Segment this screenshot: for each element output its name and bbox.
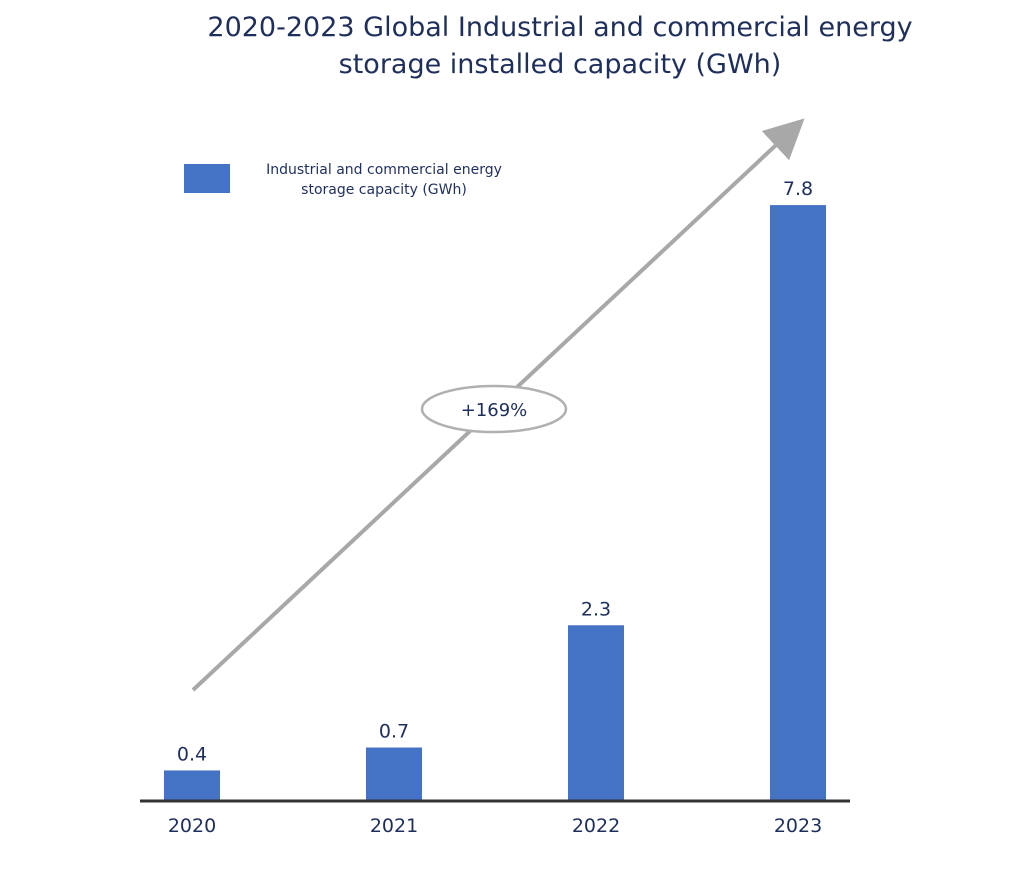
data-label-2020: 0.4	[177, 743, 207, 765]
bar-group	[164, 205, 826, 801]
legend-label-line-1: Industrial and commercial energy	[266, 162, 502, 178]
legend-swatch	[184, 164, 230, 193]
legend: Industrial and commercial energy storage…	[184, 160, 514, 210]
legend-label: Industrial and commercial energy storage…	[234, 160, 534, 200]
growth-badge	[420, 384, 568, 434]
x-tick-label-2023: 2023	[774, 815, 822, 837]
growth-label: +169%	[461, 400, 528, 421]
bar-2020	[164, 770, 220, 801]
bar-2022	[568, 625, 624, 801]
data-label-2022: 2.3	[581, 598, 611, 620]
legend-label-line-2: storage capacity (GWh)	[301, 182, 467, 198]
data-label-2023: 7.8	[783, 178, 813, 200]
data-label-2021: 0.7	[379, 721, 409, 743]
bar-2023	[770, 205, 826, 801]
x-tick-label-2021: 2021	[370, 815, 418, 837]
chart-title-line-1: 2020-2023 Global Industrial and commerci…	[207, 12, 913, 43]
chart-title-line-2: storage installed capacity (GWh)	[338, 49, 782, 80]
label-group: 0.4 2020 0.7 2021 2.3 2022 7.8 2023	[168, 178, 822, 837]
bar-2021	[366, 747, 422, 801]
x-tick-label-2022: 2022	[572, 815, 620, 837]
x-tick-label-2020: 2020	[168, 815, 216, 837]
